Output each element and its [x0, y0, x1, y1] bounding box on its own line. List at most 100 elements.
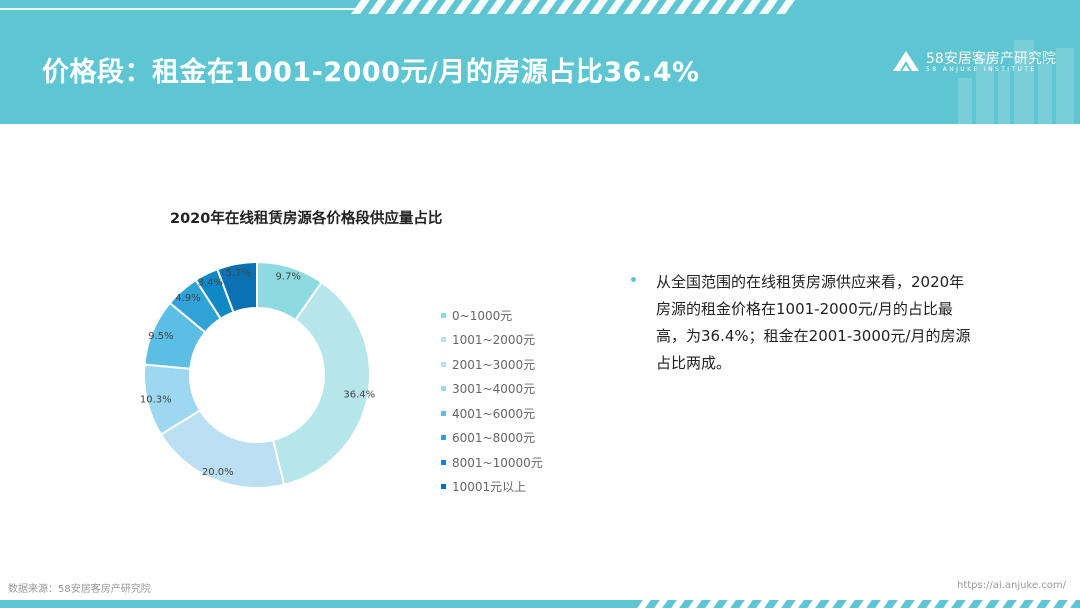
header-stripe [623, 0, 642, 14]
footer-bar [0, 600, 1080, 608]
footer-stripe [705, 600, 719, 608]
legend-item: 10001元以上 [441, 475, 543, 500]
footer-stripe [739, 600, 753, 608]
header-stripe [385, 0, 404, 14]
footer-stripe [858, 600, 872, 608]
legend-item: 6001~8000元 [441, 426, 543, 451]
legend-item: 3001~4000元 [441, 377, 543, 402]
header-stripe [504, 0, 523, 14]
footer-stripe [807, 600, 821, 608]
header-top-line [0, 8, 356, 10]
donut-slice [271, 280, 371, 486]
legend-item: 1001~2000元 [441, 328, 543, 353]
footer-stripe [994, 600, 1008, 608]
slice-label: 5.7% [226, 268, 251, 279]
legend-item: 4001~6000元 [441, 401, 543, 426]
donut-slice [168, 278, 223, 334]
legend-swatch [441, 337, 446, 343]
skyline-decoration [950, 40, 1080, 124]
header-stripe [674, 0, 693, 14]
header-stripe [538, 0, 557, 14]
chart-legend: 0~1000元 1001~2000元 2001~3000元 3001~4000元 400… [441, 303, 543, 499]
footer-stripe [875, 600, 889, 608]
footer-stripes [637, 600, 1080, 608]
summary-text: 从全国范围的在线租赁房源供应来看，2020年房源的租金价格在1001-2000元… [656, 273, 971, 372]
header-stripe [691, 0, 710, 14]
legend-swatch [441, 435, 446, 441]
legend-label: 3001~4000元 [452, 382, 536, 397]
header-stripe [742, 0, 761, 14]
brand-name: 58安居客房产研究院 [926, 51, 1056, 67]
footer-stripe [1011, 600, 1025, 608]
header-stripe [521, 0, 540, 14]
donut-slice [143, 363, 202, 436]
legend-label: 4001~6000元 [452, 406, 536, 421]
legend-item: 2001~3000元 [441, 352, 543, 377]
brand-logo-icon [893, 51, 919, 71]
legend-label: 2001~3000元 [452, 357, 536, 372]
legend-swatch [441, 312, 446, 318]
legend-swatch [441, 484, 446, 490]
header-stripe [572, 0, 591, 14]
footer-stripe [960, 600, 974, 608]
legend-label: 8001~10000元 [452, 455, 543, 470]
slice-label: 20.0% [202, 467, 234, 478]
legend-swatch [441, 410, 446, 416]
header-stripe [351, 0, 370, 14]
slice-label: 9.5% [148, 331, 173, 342]
header-stripe [589, 0, 608, 14]
header-stripe [402, 0, 421, 14]
footer-stripe [1028, 600, 1042, 608]
bullet-dot-icon [631, 277, 636, 282]
header-stripe [606, 0, 625, 14]
header-stripe [725, 0, 744, 14]
footer-stripe [637, 600, 651, 608]
footer-url: https://ai.anjuke.com/ [957, 580, 1067, 591]
legend-label: 0~1000元 [452, 308, 513, 323]
footer-stripe [1045, 600, 1059, 608]
header-stripe [436, 0, 455, 14]
legend-item: 0~1000元 [441, 303, 543, 328]
slice-label: 9.7% [276, 271, 301, 282]
legend-label: 1001~2000元 [452, 333, 536, 348]
legend-item: 8001~10000元 [441, 450, 543, 475]
header-stripe [776, 0, 795, 14]
page-title: 价格段：租金在1001-2000元/月的房源占比36.4% [42, 57, 700, 88]
footer-stripe [977, 600, 991, 608]
header-stripe [657, 0, 676, 14]
footer-stripe [671, 600, 685, 608]
legend-swatch [441, 386, 446, 392]
header-stripe [555, 0, 574, 14]
legend-swatch [441, 361, 446, 367]
header-stripe [470, 0, 489, 14]
footer-stripe [909, 600, 923, 608]
header-stripe [419, 0, 438, 14]
footer-stripe [773, 600, 787, 608]
footer-stripe [943, 600, 957, 608]
donut-slice [194, 267, 235, 321]
legend-label: 6001~8000元 [452, 431, 536, 446]
footer-stripe [722, 600, 736, 608]
slice-label: 36.4% [343, 390, 375, 401]
header-stripe [487, 0, 506, 14]
header-stripes [351, 0, 816, 14]
header-stripe [640, 0, 659, 14]
footer-stripe [926, 600, 940, 608]
chart-title: 2020年在线租赁房源各价格段供应量占比 [170, 211, 443, 227]
brand-block: 58安居客房产研究院 58 ANJUKE INSTITUTE [892, 48, 1062, 78]
header-stripe [759, 0, 778, 14]
header-stripe [708, 0, 727, 14]
footer-stripe [654, 600, 668, 608]
data-source: 数据来源：58安居客房产研究院 [8, 584, 151, 595]
brand-subtitle: 58 ANJUKE INSTITUTE [926, 66, 1037, 73]
slice-label: 10.3% [140, 394, 172, 405]
header-stripe [368, 0, 387, 14]
footer-stripe [756, 600, 770, 608]
footer-stripe [841, 600, 855, 608]
footer-stripe [892, 600, 906, 608]
slice-label: 3.4% [198, 278, 223, 289]
footer-stripe [824, 600, 838, 608]
donut-slice [216, 260, 258, 314]
header-stripe [453, 0, 472, 14]
